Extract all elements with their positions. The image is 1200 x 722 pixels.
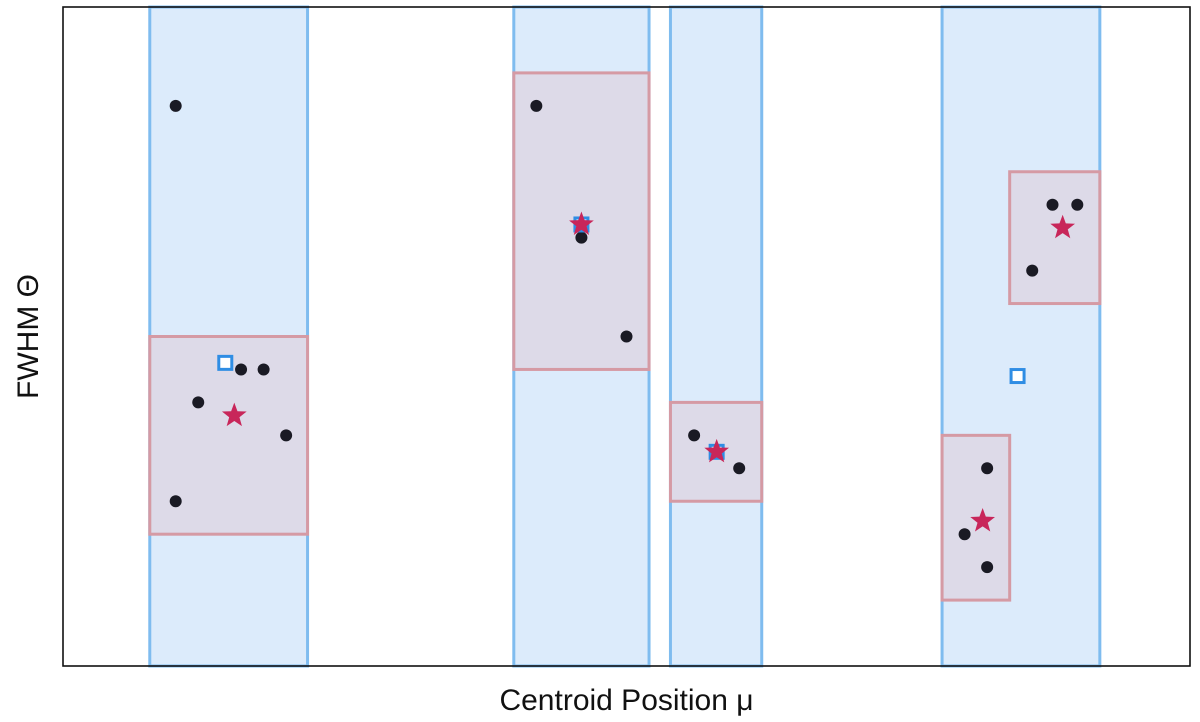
data-point [981,561,994,574]
band-rect [668,5,764,668]
square-marker [217,354,234,371]
data-point [235,363,248,376]
stars-layer [221,211,1076,532]
box-rect [1008,170,1102,306]
box-rect [940,433,1012,602]
star-marker [704,438,730,463]
data-point [169,99,182,112]
star-marker [1050,214,1076,239]
data-point [620,330,633,343]
x-axis-title: Centroid Position μ [499,684,753,717]
data-point [688,429,701,442]
data-point [958,528,971,541]
data-point [1026,264,1039,277]
points-layer [169,99,1084,574]
star-marker [221,402,247,427]
data-point [192,396,205,409]
star-marker [569,211,594,235]
data-point [280,429,293,442]
data-point [257,363,270,376]
star-marker [970,508,995,532]
data-point [733,462,746,475]
plot-frame [62,6,1191,667]
data-point [981,462,994,475]
data-point [1071,198,1084,211]
data-point [1046,198,1059,211]
y-axis-title: FWHM Θ [12,274,45,399]
data-point [169,495,182,508]
data-point [530,99,543,112]
square-marker [1009,368,1026,385]
data-point [575,231,588,244]
